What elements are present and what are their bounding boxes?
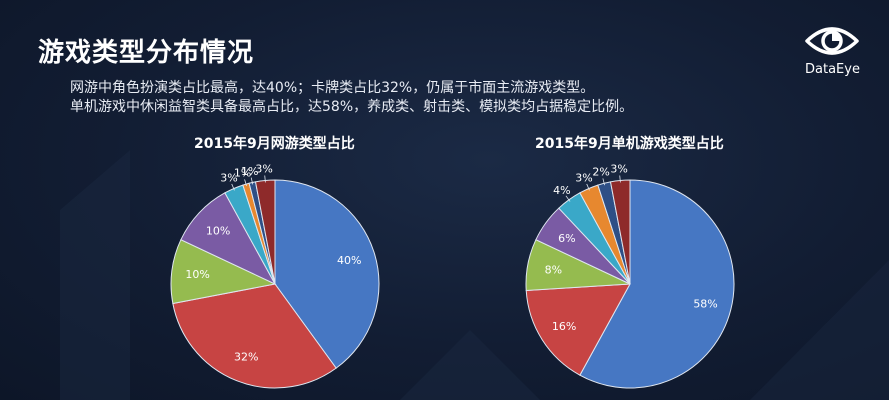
online-label-0: 40%: [337, 254, 361, 267]
online-label-5: 1%: [234, 167, 251, 180]
summary-text: 网游中角色扮演类占比最高，达40%；卡牌类占比32%，仍属于市面主流游戏类型。 …: [70, 79, 633, 117]
standalone-leader-5: [586, 183, 590, 191]
standalone-label-1: 16%: [552, 320, 576, 333]
standalone-slice-1: [525, 283, 631, 376]
online-leader-4: [231, 183, 235, 191]
online-slice-0: [274, 179, 380, 369]
online-leader-7: [264, 175, 266, 183]
summary-line-1: 网游中角色扮演类占比最高，达40%；卡牌类占比32%，仍属于市面主流游戏类型。: [70, 80, 595, 96]
online-label-2: 10%: [185, 268, 209, 281]
standalone-label-7: 3%: [610, 163, 627, 176]
dataeye-logo: DataEye: [790, 20, 875, 80]
logo-text: DataEye: [805, 62, 860, 77]
online-label-6: 1%: [241, 165, 258, 178]
eye-icon: [805, 27, 859, 55]
standalone-label-2: 8%: [545, 263, 562, 276]
page-title: 游戏类型分布情况: [38, 38, 255, 68]
standalone-leader-7: [619, 175, 621, 183]
standalone-label-3: 6%: [558, 232, 575, 245]
online-label-3: 10%: [206, 225, 230, 238]
online-slice-1: [172, 283, 337, 389]
online-leader-5: [244, 179, 247, 187]
standalone-leader-6: [602, 178, 606, 186]
chart-title-online: 2015年9月网游类型占比: [194, 136, 355, 152]
standalone-label-6: 2%: [592, 166, 609, 179]
standalone-slice-0: [579, 179, 735, 389]
standalone-label-5: 3%: [575, 172, 592, 185]
standalone-label-4: 4%: [553, 184, 570, 197]
summary-line-2: 单机游戏中休闲益智类具备最高占比，达58%，养成类、射击类、模拟类均占据稳定比例…: [70, 99, 634, 115]
standalone-label-0: 58%: [693, 297, 717, 310]
standalone-leader-4: [565, 195, 571, 202]
online-label-1: 32%: [234, 351, 258, 364]
online-label-7: 3%: [255, 163, 272, 176]
online-label-4: 3%: [220, 172, 237, 185]
online-leader-6: [250, 177, 254, 185]
chart-title-standalone: 2015年9月单机游戏类型占比: [535, 136, 724, 152]
